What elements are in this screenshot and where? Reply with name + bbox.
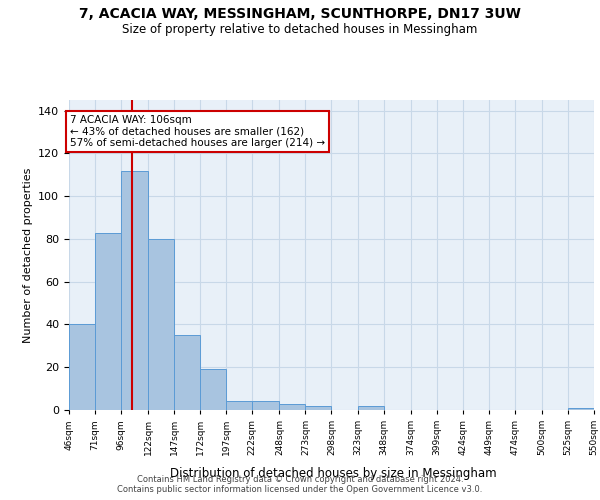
Text: 7, ACACIA WAY, MESSINGHAM, SCUNTHORPE, DN17 3UW: 7, ACACIA WAY, MESSINGHAM, SCUNTHORPE, D… [79, 8, 521, 22]
Bar [95, 232, 121, 410]
Bar [174, 335, 200, 410]
Bar [148, 239, 174, 410]
Text: 7 ACACIA WAY: 106sqm
← 43% of detached houses are smaller (162)
57% of semi-deta: 7 ACACIA WAY: 106sqm ← 43% of detached h… [70, 115, 325, 148]
Bar [121, 170, 148, 410]
Text: Size of property relative to detached houses in Messingham: Size of property relative to detached ho… [122, 22, 478, 36]
Text: Contains HM Land Registry data © Crown copyright and database right 2024.
Contai: Contains HM Land Registry data © Crown c… [118, 474, 482, 494]
Bar [305, 406, 331, 410]
Bar [253, 402, 280, 410]
Y-axis label: Number of detached properties: Number of detached properties [23, 168, 32, 342]
Bar [568, 408, 594, 410]
Bar [358, 406, 383, 410]
Bar [69, 324, 95, 410]
Bar [226, 402, 253, 410]
Text: Distribution of detached houses by size in Messingham: Distribution of detached houses by size … [170, 467, 496, 480]
Bar [280, 404, 305, 410]
Bar [200, 370, 226, 410]
